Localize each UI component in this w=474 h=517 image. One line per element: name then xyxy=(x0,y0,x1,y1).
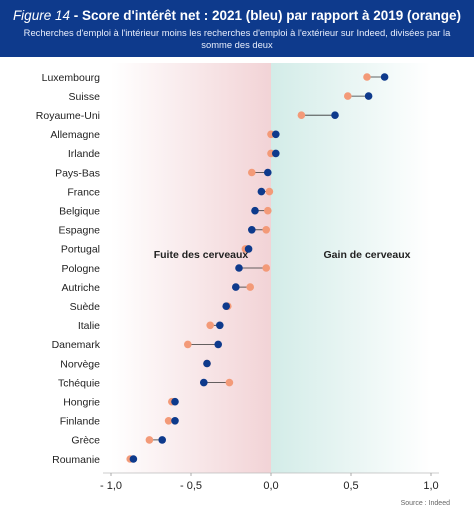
category-label: Royaume-Uni xyxy=(36,110,100,122)
category-label: Irlande xyxy=(68,148,100,160)
marker-2021 xyxy=(331,111,339,119)
category-label: Grèce xyxy=(71,435,100,447)
category-label: Roumanie xyxy=(52,454,100,466)
x-tick-label: 0,0 xyxy=(263,480,278,492)
category-label: Suisse xyxy=(68,91,100,103)
annotation-brain-drain: Fuite des cerveaux xyxy=(154,249,249,261)
chart-title: Figure 14 - Score d'intérêt net : 2021 (… xyxy=(0,8,474,23)
marker-2021 xyxy=(248,226,256,234)
category-label: Hongrie xyxy=(63,397,100,409)
marker-2019 xyxy=(297,111,306,119)
marker-2021 xyxy=(264,168,272,177)
marker-2019 xyxy=(262,264,271,272)
category-label: Danemark xyxy=(52,339,101,351)
marker-2019 xyxy=(164,417,173,425)
title-text: - Score d'intérêt net : 2021 (bleu) par … xyxy=(69,8,462,23)
marker-2021 xyxy=(244,245,253,253)
category-label: Autriche xyxy=(61,282,100,294)
marker-2019 xyxy=(246,283,254,291)
marker-2019 xyxy=(265,187,274,196)
category-label: Finlande xyxy=(60,416,100,428)
annotation-brain-gain: Gain de cerveaux xyxy=(324,249,411,261)
marker-2019 xyxy=(145,436,154,444)
x-tick-label: 1,0 xyxy=(423,480,438,492)
category-label: Espagne xyxy=(59,225,101,237)
marker-2021 xyxy=(380,73,389,81)
source-note: Source : Indeed xyxy=(400,500,450,507)
category-label: Belgique xyxy=(59,206,100,218)
chart-subtitle: Recherches d'emploi à l'intérieur moins … xyxy=(23,27,451,50)
marker-2021 xyxy=(257,187,266,196)
marker-2019 xyxy=(264,206,272,215)
x-tick-label: - 1,0 xyxy=(100,480,122,492)
category-label: France xyxy=(67,186,100,198)
marker-2019 xyxy=(225,378,234,387)
dumbbell-chart: Fuite des cerveaux Gain de cerveaux Luxemb… xyxy=(36,63,439,492)
category-label: Portugal xyxy=(61,244,100,256)
category-label: Norvège xyxy=(60,358,100,370)
marker-2019 xyxy=(344,92,352,100)
marker-2019 xyxy=(248,168,256,177)
marker-2021 xyxy=(232,283,240,291)
marker-2021 xyxy=(203,359,211,368)
category-label: Luxembourg xyxy=(42,72,101,84)
category-label: Pays-Bas xyxy=(55,167,100,179)
category-label: Italie xyxy=(78,320,100,332)
marker-2021 xyxy=(171,417,179,425)
x-tick-label: 0,5 xyxy=(343,480,358,492)
marker-2019 xyxy=(262,226,271,234)
brain-gain-region xyxy=(271,63,431,473)
marker-2019 xyxy=(206,321,214,330)
marker-2021 xyxy=(272,149,280,158)
marker-2021 xyxy=(214,340,222,349)
category-label: Suède xyxy=(70,301,101,313)
marker-2021 xyxy=(272,130,280,139)
marker-2021 xyxy=(200,378,208,387)
figure-label: Figure 14 xyxy=(12,8,70,23)
marker-2021 xyxy=(235,264,243,272)
marker-2021 xyxy=(216,321,224,330)
marker-2021 xyxy=(251,206,259,215)
marker-2021 xyxy=(129,455,138,463)
category-label: Tchéquie xyxy=(58,377,100,389)
x-tick-label: - 0,5 xyxy=(180,480,202,492)
marker-2019 xyxy=(184,340,192,349)
marker-2021 xyxy=(222,302,230,310)
category-label: Allemagne xyxy=(50,129,100,141)
marker-2021 xyxy=(364,92,373,100)
marker-2021 xyxy=(158,436,166,444)
category-label: Pologne xyxy=(61,263,100,275)
marker-2019 xyxy=(363,73,371,81)
chart-header: Figure 14 - Score d'intérêt net : 2021 (… xyxy=(0,0,474,57)
marker-2021 xyxy=(171,397,179,406)
